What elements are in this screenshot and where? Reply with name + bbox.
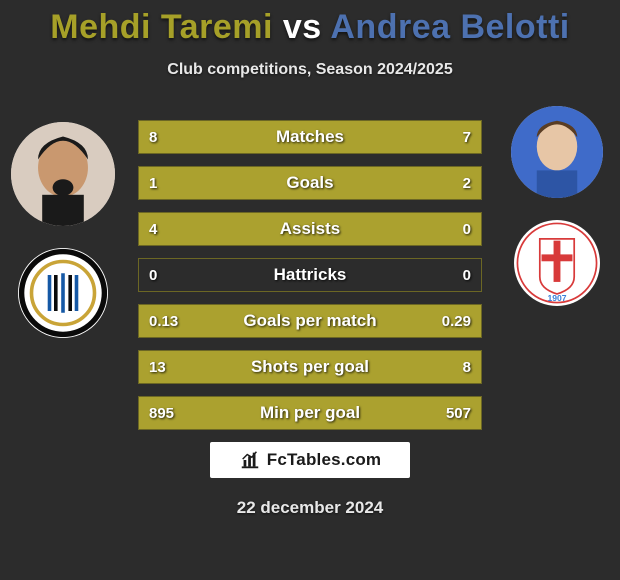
bar-left — [139, 397, 358, 429]
bar-left — [139, 167, 252, 199]
svg-text:1907: 1907 — [547, 293, 566, 303]
bar-left — [139, 213, 481, 245]
stat-value-right: 0 — [463, 267, 471, 284]
stat-label: Hattricks — [139, 265, 481, 285]
player2-avatar — [511, 106, 603, 198]
bar-right — [320, 121, 481, 153]
subtitle: Club competitions, Season 2024/2025 — [0, 61, 620, 79]
player1-avatar — [11, 122, 115, 226]
stat-row: 87Matches — [138, 120, 482, 154]
stat-value-left: 0 — [149, 267, 157, 284]
player1-column — [8, 122, 118, 338]
brand-badge: FcTables.com — [210, 442, 410, 478]
comparison-title: Mehdi Taremi vs Andrea Belotti — [0, 0, 620, 47]
bar-chart-icon — [239, 449, 261, 471]
bar-right — [245, 305, 481, 337]
player2-club-badge: 1907 — [514, 220, 600, 306]
stat-row: 895507Min per goal — [138, 396, 482, 430]
stat-row: 138Shots per goal — [138, 350, 482, 384]
brand-text: FcTables.com — [267, 450, 382, 470]
bar-right — [351, 351, 481, 383]
player2-column: 1907 — [502, 106, 612, 306]
bar-left — [139, 351, 351, 383]
bar-left — [139, 305, 245, 337]
player2-name: Andrea Belotti — [330, 8, 569, 46]
vs-text: vs — [283, 8, 322, 46]
stat-row: 0.130.29Goals per match — [138, 304, 482, 338]
date-text: 22 december 2024 — [0, 498, 620, 518]
stat-row: 12Goals — [138, 166, 482, 200]
stat-row: 40Assists — [138, 212, 482, 246]
stat-row: 0 0Hattricks — [138, 258, 482, 292]
bar-left — [139, 121, 320, 153]
player1-club-badge — [18, 248, 108, 338]
player1-name: Mehdi Taremi — [50, 8, 273, 46]
stats-table: 87Matches 12Goals 40Assists 0 0Hattricks 0.13… — [138, 120, 482, 430]
bar-right — [252, 167, 481, 199]
bar-right — [358, 397, 481, 429]
